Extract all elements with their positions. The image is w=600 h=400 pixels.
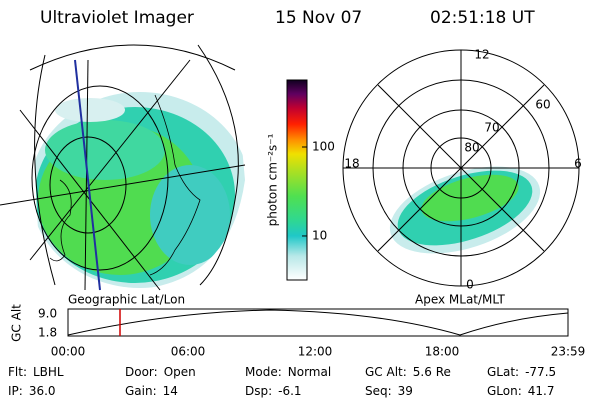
status-value: 14: [163, 384, 178, 398]
status-label: Dsp:: [245, 384, 272, 398]
status-field: IP: 36.0: [8, 384, 56, 398]
colorbar-tick-label: 10: [312, 228, 327, 242]
mlt-label: 18: [344, 157, 359, 171]
mlat-label: 70: [484, 121, 499, 135]
x-tick-label: 23:59: [551, 345, 586, 359]
polar-grid: [342, 49, 580, 287]
date: 15 Nov 07: [275, 8, 362, 28]
polar-label: Apex MLat/MLT: [415, 293, 505, 307]
mlt-label: 12: [474, 48, 489, 62]
altitude-frame: [67, 308, 569, 337]
status-field: Flt: LBHL: [8, 365, 64, 379]
status-value: Open: [164, 365, 196, 379]
status-label: GC Alt:: [365, 365, 407, 379]
status-label: GLat:: [487, 365, 519, 379]
altitude-axis-label: GC Alt: [10, 304, 24, 342]
status-field: GLat: -77.5: [487, 365, 556, 379]
colorbar: [286, 79, 308, 281]
status-label: GLon:: [487, 384, 522, 398]
geographic-label: Geographic Lat/Lon: [68, 293, 185, 307]
status-label: Flt:: [8, 365, 27, 379]
status-field: Gain: 14: [125, 384, 178, 398]
status-label: IP:: [8, 384, 23, 398]
status-field: Seq: 39: [365, 384, 413, 398]
mlat-label: 60: [535, 98, 550, 112]
status-field: Door: Open: [125, 365, 196, 379]
status-field: Dsp: -6.1: [245, 384, 302, 398]
status-value: LBHL: [33, 365, 64, 379]
colorbar-tick-label: 100: [312, 139, 335, 153]
status-field: Mode: Normal: [245, 365, 331, 379]
status-field: GLon: 41.7: [487, 384, 554, 398]
time: 02:51:18 UT: [430, 8, 535, 28]
y-tick-label: 1.8: [38, 326, 57, 340]
status-value: -77.5: [525, 365, 556, 379]
status-value: -6.1: [278, 384, 301, 398]
status-value: Normal: [288, 365, 331, 379]
status-field: GC Alt: 5.6 Re: [365, 365, 451, 379]
title: Ultraviolet Imager: [40, 8, 194, 28]
status-value: 36.0: [29, 384, 56, 398]
x-tick-label: 06:00: [171, 345, 206, 359]
status-value: 41.7: [528, 384, 555, 398]
status-value: 39: [398, 384, 413, 398]
x-tick-label: 18:00: [425, 345, 460, 359]
polar-image: [389, 166, 541, 254]
geographic-image: [30, 92, 245, 288]
geographic-grid: [0, 44, 246, 291]
colorbar-label: photon cm⁻²s⁻¹: [266, 133, 280, 226]
status-label: Gain:: [125, 384, 157, 398]
status-label: Door:: [125, 365, 158, 379]
mlt-label: 6: [574, 157, 582, 171]
status-label: Seq:: [365, 384, 392, 398]
status-label: Mode:: [245, 365, 282, 379]
altitude-curve: [67, 309, 569, 336]
y-tick-label: 9.0: [38, 307, 57, 321]
mlt-label: 0: [466, 278, 474, 292]
mlat-label: 80: [464, 141, 479, 155]
x-tick-label: 12:00: [298, 345, 333, 359]
status-value: 5.6 Re: [413, 365, 451, 379]
x-tick-label: 00:00: [51, 345, 86, 359]
